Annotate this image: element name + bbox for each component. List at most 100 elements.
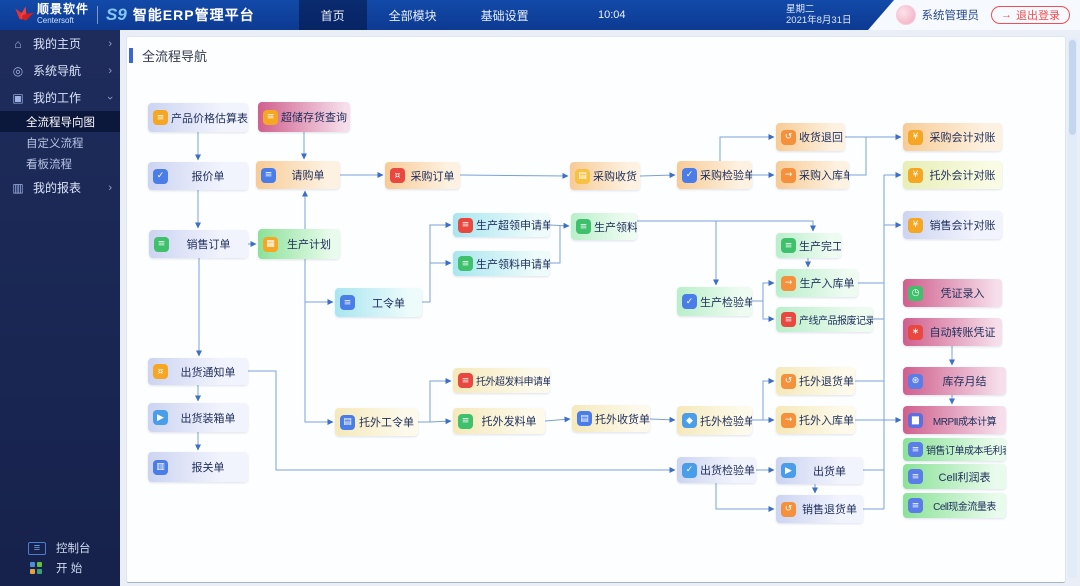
flow-node-31[interactable]: ▤ 托外收货单 xyxy=(572,405,650,432)
flow-node-10[interactable]: ¥ 采购会计对账 xyxy=(903,123,1002,151)
flow-node-9[interactable]: → 采购入库单 xyxy=(776,161,849,189)
flow-node-14[interactable]: ▦ 生产计划 xyxy=(258,229,340,259)
flow-node-34[interactable]: → 托外入库单 xyxy=(776,406,855,434)
truck-icon: ▶ xyxy=(153,410,168,425)
console-button[interactable]: ≡ 控制台 xyxy=(0,538,120,558)
coins-icon: ≡ xyxy=(263,109,278,125)
flow-connector xyxy=(304,302,334,425)
sidebar-subitem-custom-process[interactable]: 自定义流程 xyxy=(0,132,120,153)
scrollbar-thumb[interactable] xyxy=(1069,40,1076,135)
sidebar-item-my-work[interactable]: ▣ 我的工作 › xyxy=(0,84,120,111)
flow-node-21[interactable]: ✓ 生产检验单 xyxy=(677,287,752,316)
flow-node-13[interactable]: ≡ 销售订单 xyxy=(149,230,248,258)
flow-node-label: 报价单 xyxy=(191,171,225,183)
flow-node-label: Cell利润表 xyxy=(938,471,991,484)
shield-icon: ✓ xyxy=(682,167,697,183)
avatar[interactable] xyxy=(895,5,916,25)
flow-node-20[interactable]: → 生产入库单 xyxy=(776,269,858,297)
flow-node-24[interactable]: ∗ 自动转账凭证 xyxy=(903,318,1002,346)
current-user: 系统管理员 xyxy=(921,10,980,22)
sidebar-subitem-full-process-map[interactable]: 全流程导向图 xyxy=(0,111,120,132)
chevron-right-icon: › xyxy=(108,64,112,77)
flow-node-40[interactable]: ✓ 出货检验单 xyxy=(677,457,756,483)
coin-icon: ¤ xyxy=(153,364,168,379)
flow-node-33[interactable]: ↺ 托外退货单 xyxy=(776,367,855,395)
stock-in-icon: → xyxy=(781,167,796,183)
flow-node-1[interactable]: ≡ 产品价格估算表 xyxy=(148,103,248,132)
doc-icon: ≡ xyxy=(154,236,169,252)
sidebar-item-my-home[interactable]: ⌂ 我的主页 › xyxy=(0,30,120,57)
flow-node-label: 托外检验单 xyxy=(700,415,752,428)
scrollbar[interactable] xyxy=(1068,38,1077,578)
flow-node-29[interactable]: ≡ 托外超发料申请单 xyxy=(453,368,550,393)
flow-node-label: 请购单 xyxy=(291,170,325,182)
doc-icon: ≡ xyxy=(458,413,473,429)
shield-icon: ✓ xyxy=(682,294,697,309)
flow-node-label: 采购会计对账 xyxy=(929,132,996,144)
flow-node-38[interactable]: ≡ Cell利润表 xyxy=(903,464,1006,489)
topbar-nav: 首页 全部模块 基础设置 xyxy=(298,0,551,30)
flow-node-8[interactable]: ↺ 收货退回 xyxy=(776,123,845,151)
flowchart-edges xyxy=(195,132,955,512)
flow-node-22[interactable]: ≡产线产品报废记录单 xyxy=(776,307,873,332)
sidebar-item-label: 我的工作 xyxy=(33,91,82,105)
flow-node-label: 采购收货 xyxy=(593,171,637,183)
flow-node-4[interactable]: ≡ 请购单 xyxy=(256,161,340,189)
flow-node-12[interactable]: ¥ 销售会计对账 xyxy=(903,211,1002,239)
flow-node-26[interactable]: ▶ 出货装箱单 xyxy=(148,403,248,432)
flow-node-label: 产品价格估算表 xyxy=(171,112,248,125)
sidebar-subitem-kanban-process[interactable]: 看板流程 xyxy=(0,153,120,174)
nav-item-all-modules[interactable]: 全部模块 xyxy=(388,8,437,23)
stock-in-icon: → xyxy=(781,275,796,291)
book-icon: ▥ xyxy=(153,459,168,475)
logo-company-name-en: Centersoft xyxy=(37,16,74,25)
console-icon: ≡ xyxy=(28,541,46,555)
flow-node-15[interactable]: ≡ 生产超领申请单 xyxy=(453,213,550,237)
nav-item-basic-settings[interactable]: 基础设置 xyxy=(480,8,529,23)
folder-icon: ▤ xyxy=(575,168,590,184)
chevron-down-icon: › xyxy=(104,95,117,100)
flow-node-30[interactable]: ≡ 托外发料单 xyxy=(453,408,545,434)
flow-connector xyxy=(304,259,334,305)
sidebar-item-system-nav[interactable]: ◎ 系统导航 › xyxy=(0,57,120,84)
flow-node-23[interactable]: ◷ 凭证录入 xyxy=(903,279,1002,307)
flow-node-label: 生产检验单 xyxy=(700,296,752,309)
flow-connector xyxy=(719,134,775,161)
flow-node-5[interactable]: ¤ 采购订单 xyxy=(385,162,460,189)
sidebar-item-my-reports[interactable]: ▥ 我的报表 › xyxy=(0,174,120,201)
bar-chart-icon: ▆ xyxy=(908,412,923,428)
flow-node-25[interactable]: ¤ 出货通知单 xyxy=(148,358,248,385)
flow-node-18[interactable]: ≡ 工令单 xyxy=(335,288,422,317)
start-button[interactable]: 开 始 xyxy=(0,558,120,578)
product-title: 智能ERP管理平台 xyxy=(132,7,255,23)
sidebar: ⌂ 我的主页 › ◎ 系统导航 › ▣ 我的工作 › 全流程导向图 自定义流程 … xyxy=(0,30,120,586)
flow-node-27[interactable]: ▥ 报关单 xyxy=(148,452,248,482)
flow-connector xyxy=(429,418,452,425)
flow-node-36[interactable]: ▆ MRPⅡ成本计算 xyxy=(903,406,1006,434)
flow-node-32[interactable]: ◆ 托外检验单 xyxy=(677,406,752,435)
flow-node-16[interactable]: ≡ 生产领料申请单 xyxy=(453,251,550,276)
flow-connector xyxy=(639,172,676,179)
flow-node-6[interactable]: ▤ 采购收货 xyxy=(570,162,640,190)
flow-connector xyxy=(549,222,570,229)
flow-connector xyxy=(248,370,676,473)
flow-node-17[interactable]: ≡生产领料单 xyxy=(571,213,637,240)
flow-node-19[interactable]: ≡生产完工单 xyxy=(776,233,841,258)
flow-node-11[interactable]: ¥ 托外会计对账 xyxy=(903,161,1002,189)
doc-icon: ≡ xyxy=(781,312,796,327)
flow-node-35[interactable]: ⊛ 库存月结 xyxy=(903,367,1006,395)
logout-button[interactable]: → 退出登录 xyxy=(991,6,1070,24)
flow-node-28[interactable]: ▤ 托外工令单 xyxy=(335,408,418,436)
flow-node-41[interactable]: ▶ 出货单 xyxy=(776,457,863,484)
chart-icon: ▥ xyxy=(12,180,24,195)
flow-node-2[interactable]: ≡ 超储存货查询 xyxy=(258,102,350,132)
nav-item-home[interactable]: 首页 xyxy=(298,0,367,30)
flow-node-37[interactable]: ≡ 销售订单成本毛利表 xyxy=(903,438,1006,461)
flow-node-3[interactable]: ✓ 报价单 xyxy=(148,162,248,190)
flow-node-42[interactable]: ↺ 销售退货单 xyxy=(776,495,863,523)
flow-node-7[interactable]: ✓ 采购检验单 xyxy=(677,161,752,189)
flow-node-39[interactable]: ≡ Cell现金流量表 xyxy=(903,493,1006,518)
flow-node-label: 托外发料单 xyxy=(481,416,537,428)
flow-node-label: 生产超领申请单 xyxy=(476,220,550,232)
flow-node-label: 采购订单 xyxy=(410,170,455,183)
